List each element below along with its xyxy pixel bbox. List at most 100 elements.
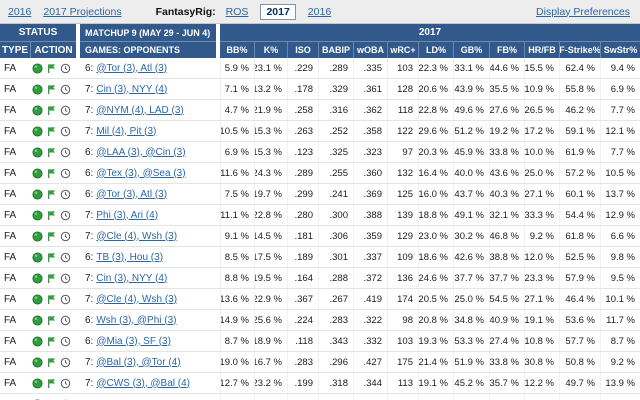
opponents-link[interactable]: @LAA (3), @Cin (3) xyxy=(96,146,186,158)
flag-icon[interactable] xyxy=(46,315,57,326)
stat-value: .289 xyxy=(318,58,353,78)
add-player-icon[interactable] xyxy=(32,83,43,95)
flag-icon[interactable] xyxy=(46,357,57,368)
add-player-icon[interactable] xyxy=(32,104,43,116)
tab-2017-selected[interactable]: 2017 xyxy=(260,3,296,20)
flag-icon[interactable] xyxy=(46,63,57,74)
add-player-icon[interactable] xyxy=(32,293,43,305)
add-player-icon[interactable] xyxy=(32,356,43,368)
clock-icon[interactable] xyxy=(60,147,71,158)
flag-icon[interactable] xyxy=(46,210,57,221)
flag-icon[interactable] xyxy=(46,378,57,389)
stat-value: 22.8 % xyxy=(418,100,453,120)
column-header-games-opponents[interactable]: GAMES: OPPONENTS xyxy=(80,41,216,58)
opponents-link[interactable]: @CWS (3), @Bal (4) xyxy=(96,377,190,389)
clock-icon[interactable] xyxy=(60,273,71,284)
column-header-woba[interactable]: wOBA xyxy=(353,41,387,58)
stat-value: 60.1 % xyxy=(559,184,600,204)
column-header-iso[interactable]: ISO xyxy=(287,41,318,58)
clock-icon[interactable] xyxy=(60,357,71,368)
opponents-link[interactable]: @Tor (3), Atl (3) xyxy=(96,62,168,74)
add-player-icon[interactable] xyxy=(32,188,43,200)
opponents-link[interactable]: @Tex (3), @Sea (3) xyxy=(96,167,186,179)
stat-value: 7.7 % xyxy=(600,100,640,120)
add-player-icon[interactable] xyxy=(32,251,43,263)
flag-icon[interactable] xyxy=(46,273,57,284)
add-player-icon[interactable] xyxy=(32,314,43,326)
nav-link-2017-projections[interactable]: 2017 Projections xyxy=(43,5,122,18)
player-type: FA xyxy=(4,83,17,95)
clock-icon[interactable] xyxy=(60,84,71,95)
action-cell xyxy=(30,310,76,330)
add-player-icon[interactable] xyxy=(32,125,43,137)
column-header-k-[interactable]: K% xyxy=(254,41,287,58)
clock-icon[interactable] xyxy=(60,294,71,305)
add-player-icon[interactable] xyxy=(32,335,43,347)
column-header-type[interactable]: TYPE xyxy=(0,41,30,58)
opponents-link[interactable]: @Cle (4), Wsh (3) xyxy=(96,230,178,242)
tab-2016[interactable]: 2016 xyxy=(307,5,332,18)
opponents-link[interactable]: Cin (3), NYY (4) xyxy=(96,272,168,284)
opponents-link[interactable]: @Bal (3), @Tor (4) xyxy=(96,356,181,368)
header-gap xyxy=(216,24,220,41)
column-header-fb-[interactable]: FB% xyxy=(489,41,524,58)
stat-value: .224 xyxy=(287,310,318,330)
clock-icon[interactable] xyxy=(60,315,71,326)
flag-icon[interactable] xyxy=(46,336,57,347)
clock-icon[interactable] xyxy=(60,63,71,74)
column-header-swstr-[interactable]: SwStr% xyxy=(600,41,640,58)
clock-icon[interactable] xyxy=(60,231,71,242)
opponents-link[interactable]: Cin (3), NYY (4) xyxy=(96,83,168,95)
opponents-link[interactable]: Mil (4), Pit (3) xyxy=(96,125,157,137)
add-player-icon[interactable] xyxy=(32,167,43,179)
opponents-link[interactable]: Phi (3), Ari (4) xyxy=(96,209,159,221)
column-header-hr-fb[interactable]: HR/FB xyxy=(524,41,559,58)
clock-icon[interactable] xyxy=(60,168,71,179)
flag-icon[interactable] xyxy=(46,147,57,158)
clock-icon[interactable] xyxy=(60,189,71,200)
clock-icon[interactable] xyxy=(60,210,71,221)
opponents-link[interactable]: @Tor (3), Atl (3) xyxy=(96,188,168,200)
stat-value: 32.1 % xyxy=(489,205,524,225)
column-header-bb-[interactable]: BB% xyxy=(220,41,254,58)
stat-value: 45.9 % xyxy=(453,142,489,162)
add-player-icon[interactable] xyxy=(32,62,43,74)
stat-value: .343 xyxy=(318,331,353,351)
opponents-link[interactable]: @NYM (4), LAD (3) xyxy=(96,104,184,116)
column-header-ld-[interactable]: LD% xyxy=(418,41,453,58)
column-header-gb-[interactable]: GB% xyxy=(453,41,489,58)
column-header-wrc-[interactable]: wRC+ xyxy=(387,41,418,58)
add-player-icon[interactable] xyxy=(32,230,43,242)
flag-icon[interactable] xyxy=(46,168,57,179)
clock-icon[interactable] xyxy=(60,336,71,347)
opponents-link[interactable]: TB (3), Hou (3) xyxy=(96,251,164,263)
stat-value: 132 xyxy=(387,163,418,183)
flag-icon[interactable] xyxy=(46,105,57,116)
stat-value: 27.1 % xyxy=(524,289,559,309)
column-header-f-strike-[interactable]: F-Strike% xyxy=(559,41,600,58)
add-player-icon[interactable] xyxy=(32,272,43,284)
clock-icon[interactable] xyxy=(60,105,71,116)
flag-icon[interactable] xyxy=(46,84,57,95)
tab-ros[interactable]: ROS xyxy=(225,5,249,18)
add-player-icon[interactable] xyxy=(32,209,43,221)
flag-icon[interactable] xyxy=(46,189,57,200)
flag-icon[interactable] xyxy=(46,294,57,305)
opponents-link[interactable]: Wsh (3), @Phi (3) xyxy=(96,314,177,326)
opponents-link[interactable]: @Cle (4), Wsh (3) xyxy=(96,293,178,305)
clock-icon[interactable] xyxy=(60,378,71,389)
add-player-icon[interactable] xyxy=(32,377,43,389)
add-player-icon[interactable] xyxy=(32,146,43,158)
opponents-link[interactable]: @Mia (3), SF (3) xyxy=(96,335,171,347)
clock-icon[interactable] xyxy=(60,252,71,263)
clock-icon[interactable] xyxy=(60,126,71,137)
flag-icon[interactable] xyxy=(46,126,57,137)
display-preferences-link[interactable]: Display Preferences xyxy=(536,5,630,18)
flag-icon[interactable] xyxy=(46,231,57,242)
column-header-babip[interactable]: BABIP xyxy=(318,41,353,58)
nav-link-2016[interactable]: 2016 xyxy=(8,5,32,18)
games-cell: 7: Phi (3), Ari (4) xyxy=(80,205,216,225)
column-header-action: ACTION xyxy=(30,41,76,58)
games-cell: 7: @Cle (4), Wsh (3) xyxy=(80,226,216,246)
flag-icon[interactable] xyxy=(46,252,57,263)
